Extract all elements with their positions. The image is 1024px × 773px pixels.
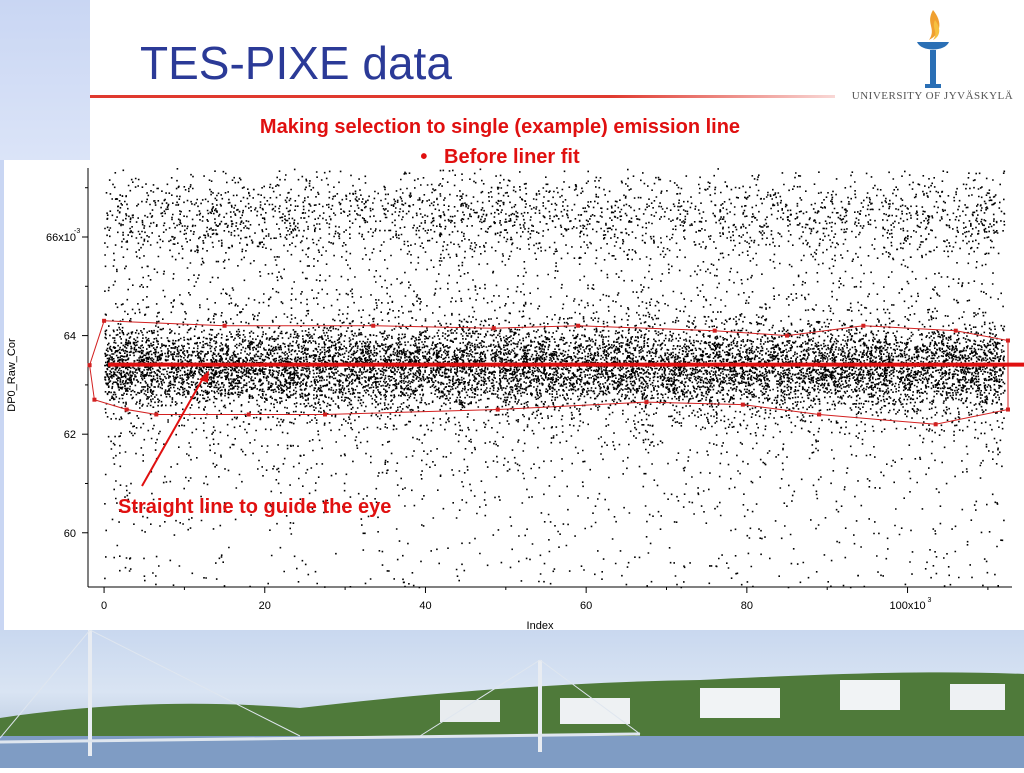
selection-vertex	[371, 323, 376, 328]
x-tick-label: 100x10	[890, 600, 926, 612]
scatter-chart: 0 20 40 60 80 100x10 3 60 62 64 66x10 -3 Index DP0_Ra…	[0, 160, 1024, 640]
left-accent-band	[0, 0, 90, 160]
selection-vertex	[1005, 407, 1010, 412]
x-tick-label: 20	[259, 600, 271, 612]
y-tick-label: 66x10	[46, 232, 76, 244]
selection-vertex	[222, 323, 227, 328]
selection-vertex	[933, 422, 938, 427]
selection-vertex	[1005, 338, 1010, 343]
logo-text: UNIVERSITY OF JYVÄSKYLÄ	[851, 90, 1014, 102]
bullet-item: • Before liner fit	[420, 146, 580, 168]
selection-vertex	[495, 407, 500, 412]
selection-vertex	[817, 412, 822, 417]
x-tick-label: 60	[580, 600, 592, 612]
university-logo: UNIVERSITY OF JYVÄSKYLÄ	[845, 6, 1020, 106]
selection-vertex	[154, 412, 159, 417]
annotation-arrowhead	[199, 370, 209, 383]
selection-vertex	[124, 407, 129, 412]
selection-vertex	[323, 412, 328, 417]
guide-line-annotation: Straight line to guide the eye	[118, 496, 392, 518]
x-tick-label: 40	[419, 600, 431, 612]
bullet-text: Before liner fit	[444, 146, 580, 168]
torch-icon	[917, 10, 949, 88]
y-tick-label: 62	[64, 429, 76, 441]
selection-vertex	[576, 323, 581, 328]
scatter-points	[104, 168, 1006, 589]
selection-vertex	[785, 333, 790, 338]
selection-vertex	[92, 397, 97, 402]
selection-vertex	[246, 412, 251, 417]
title-underline	[90, 95, 835, 98]
y-tick-label: 64	[64, 331, 76, 343]
x-axis-label: Index	[527, 620, 554, 632]
slide-subtitle: Making selection to single (example) emi…	[259, 116, 741, 138]
scatter-chart-svg: 0 20 40 60 80 100x10 3 60 62 64 66x10-3 Index DP0_Ra…	[6, 168, 1024, 632]
selection-vertex	[861, 323, 866, 328]
campus-landscape-image	[0, 629, 1024, 768]
selection-vertex	[740, 402, 745, 407]
slide-title: TES-PIXE data	[140, 37, 452, 89]
selection-vertex	[102, 318, 107, 323]
selection-vertex	[644, 400, 649, 405]
selection-vertex	[87, 363, 92, 368]
x-tick-exponent: 3	[928, 597, 932, 604]
selection-vertex	[491, 326, 496, 331]
left-accent-strip	[0, 160, 4, 630]
selection-vertex	[712, 328, 717, 333]
y-axis-label: DP0_Raw_Cor	[6, 338, 18, 412]
annotation-arrow	[141, 374, 206, 487]
y-tick-label: 60	[64, 528, 76, 540]
y-tick-exponent: -3	[74, 228, 80, 235]
x-tick-label: 0	[101, 600, 107, 612]
selection-vertex	[953, 328, 958, 333]
x-tick-label: 80	[741, 600, 753, 612]
campus-photo	[0, 629, 1024, 768]
